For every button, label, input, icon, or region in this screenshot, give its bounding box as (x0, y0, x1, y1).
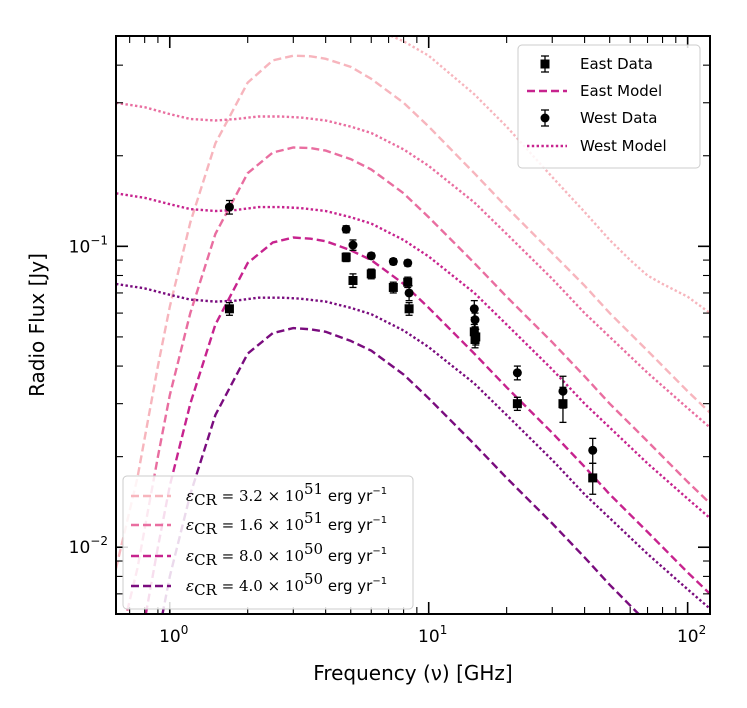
plot-frame (115, 35, 711, 615)
west-data-point-9 (470, 312, 480, 328)
model-curve-east-2 (125, 146, 710, 614)
legend-east-data-label: East Data (580, 55, 653, 73)
east-data-point-10 (470, 331, 480, 349)
east-data-point-5 (388, 281, 398, 294)
model-curve-west-4 (116, 282, 710, 610)
x-axis-label: Frequency (ν) [GHz] (313, 661, 512, 685)
legend-cr-rates: εCR = 3.2 × 1051 erg yr−1 εCR = 1.6 × 10… (122, 475, 414, 610)
east-data-point-2 (341, 252, 351, 263)
legend-cr-label-1: εCR = 3.2 × 1051 erg yr−1 (186, 480, 387, 509)
legend-west-data-marker (540, 109, 550, 127)
west-data-point-1 (224, 199, 234, 215)
west-data-point-3 (348, 239, 358, 251)
model-curve-west-3 (116, 192, 710, 520)
east-data-point-7 (404, 301, 414, 316)
legend-west-data-label: West Data (580, 109, 657, 127)
data-points (224, 199, 598, 495)
legend-cr-label-2: εCR = 1.6 × 1051 erg yr−1 (186, 509, 387, 538)
west-data-point-5 (388, 257, 398, 267)
west-data-point-2 (341, 224, 351, 234)
y-tick-label-2: 10−1 (69, 233, 108, 257)
east-data-point-1 (224, 301, 234, 316)
y-axis-label: Radio Flux [Jy] (25, 253, 49, 397)
model-curve-east-4 (161, 326, 641, 614)
west-data-point-6 (403, 258, 413, 268)
west-data-point-12 (588, 437, 598, 465)
legend-east-model-label: East Model (580, 82, 662, 100)
legend-data-model-box (517, 44, 701, 169)
west-data-point-10 (512, 365, 522, 381)
model-curve-west-1 (388, 36, 710, 315)
east-data-point-3 (348, 273, 358, 289)
legend-cr-label-4: εCR = 4.0 × 1050 erg yr−1 (186, 570, 387, 599)
west-data-point-11 (558, 375, 568, 409)
legend-east-data-marker (540, 55, 550, 73)
west-data-point-4 (366, 251, 376, 261)
west-data-point-7 (404, 285, 414, 302)
x-tick-label-3: 102 (677, 623, 706, 647)
model-curve-east-1 (116, 54, 710, 569)
model-curve-west-2 (116, 101, 710, 429)
legend-west-model-label: West Model (580, 137, 667, 155)
east-data-point-4 (366, 268, 376, 280)
legend-cr-label-3: εCR = 8.0 × 1050 erg yr−1 (186, 540, 387, 569)
legend-cr-rates-box (122, 475, 414, 610)
east-data-point-11 (512, 396, 522, 412)
x-tick-label-1: 100 (159, 623, 188, 647)
y-tick-label-1: 10−2 (69, 534, 108, 558)
x-tick-label-2: 101 (418, 623, 447, 647)
legend-data-model: East Data East Model West Data West Mode… (517, 44, 701, 169)
